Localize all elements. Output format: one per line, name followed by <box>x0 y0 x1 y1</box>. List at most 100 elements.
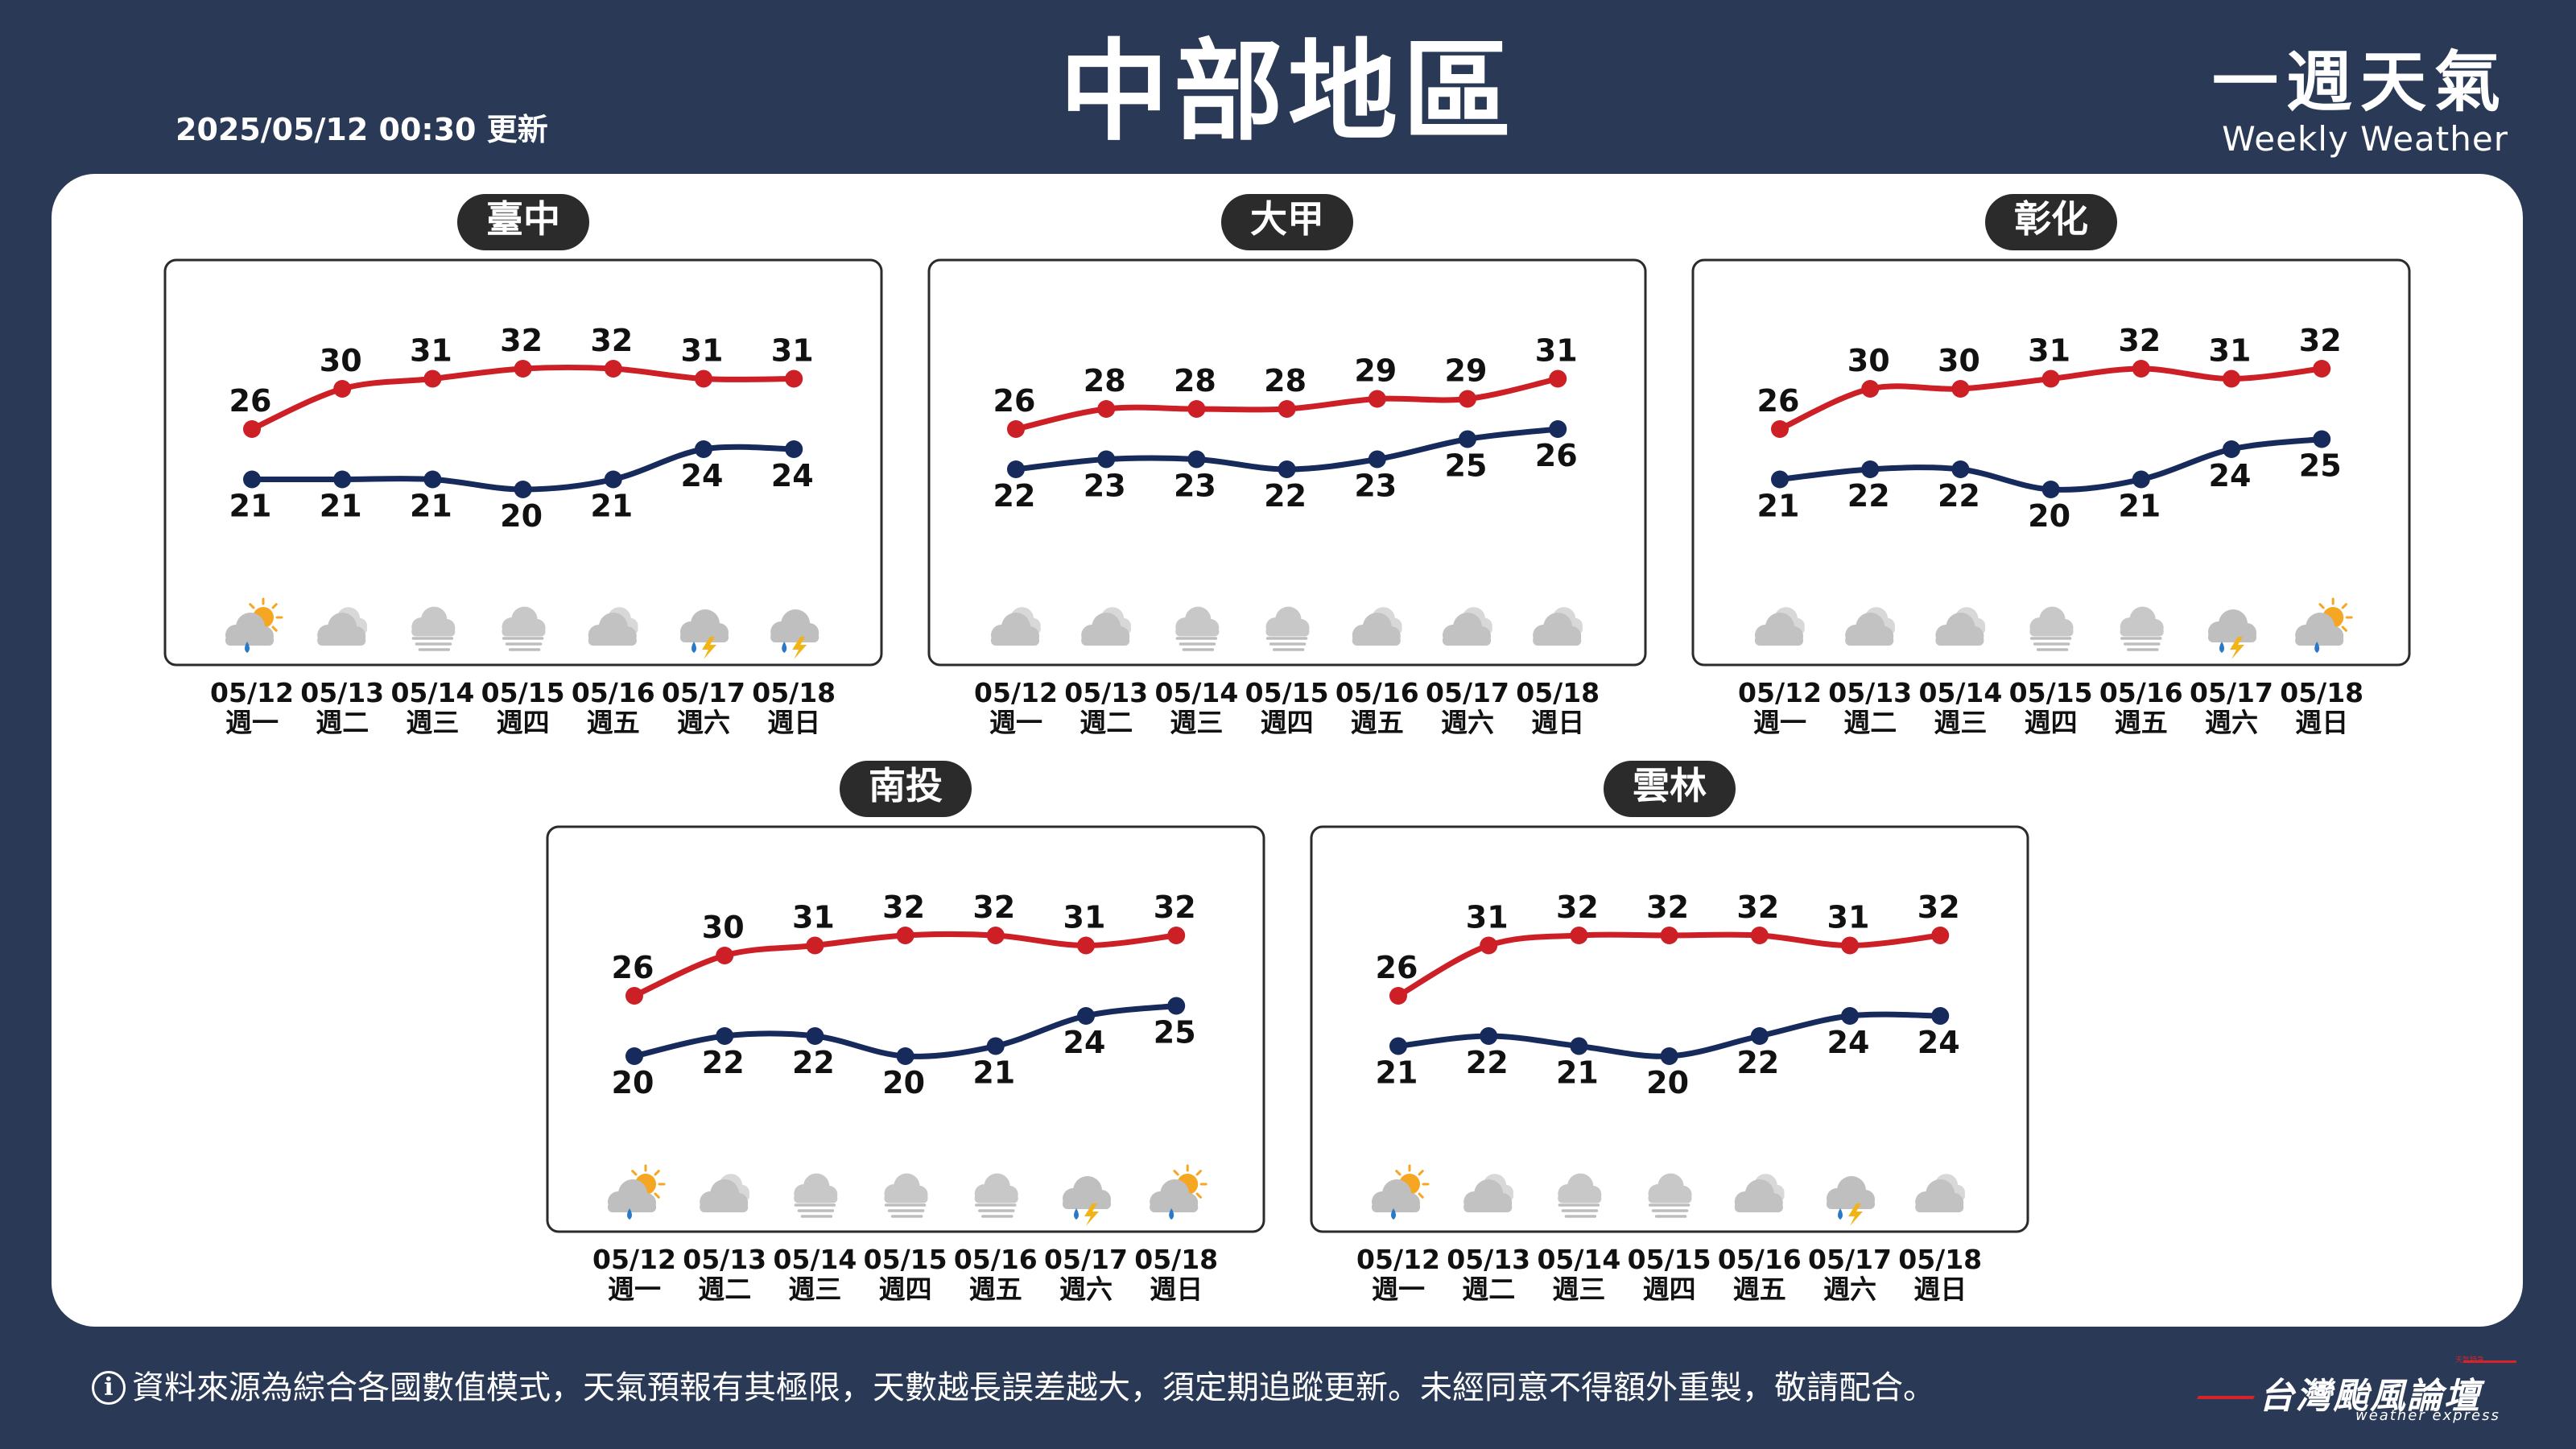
high-temp-point <box>2132 360 2150 378</box>
region-pill <box>457 194 589 250</box>
high-temp-label: 26 <box>1757 383 1800 419</box>
cloud-base <box>1063 1199 1111 1209</box>
logo-stroke <box>2196 1396 2256 1399</box>
high-temp-label: 28 <box>1264 363 1307 398</box>
date-label: 05/17 <box>1808 1244 1892 1275</box>
weekday-label: 週六 <box>677 707 730 738</box>
high-temp-label: 26 <box>1376 950 1418 985</box>
lightning-icon <box>1848 1203 1863 1226</box>
fog-icon <box>1558 1173 1602 1218</box>
high-temp-label: 26 <box>612 950 654 985</box>
sun-ray <box>271 603 278 609</box>
low-temp-label: 21 <box>2118 489 2161 524</box>
thunderstorm-icon <box>2208 609 2256 659</box>
region-pill <box>1985 194 2117 250</box>
low-temp-label: 23 <box>1354 469 1397 504</box>
date-label: 05/13 <box>300 677 384 708</box>
low-temp-label: 23 <box>1174 469 1216 504</box>
high-temp-point <box>1951 380 1970 398</box>
low-temp-point <box>716 1027 734 1045</box>
low-temp-label: 21 <box>1376 1055 1418 1091</box>
cloud-icon <box>1734 1179 1783 1212</box>
cloud-base <box>2029 626 2074 637</box>
low-temp-label: 24 <box>2209 458 2252 493</box>
logo-stroke <box>2463 1360 2516 1363</box>
cloud-icon <box>2295 613 2344 646</box>
logo-tag: 天氣特急 <box>2455 1356 2485 1364</box>
low-temp-label: 20 <box>1646 1065 1689 1100</box>
cloudy-icon <box>1081 607 1131 646</box>
cloudy-icon <box>317 607 367 646</box>
weekday-label: 週二 <box>1843 707 1897 738</box>
region-title: 臺中 <box>486 197 560 241</box>
high-temp-label: 31 <box>2028 333 2070 369</box>
cloud-base <box>2295 635 2344 646</box>
fog-icon <box>884 1173 928 1218</box>
cloudy-icon <box>1915 1174 1965 1212</box>
high-temp-label: 30 <box>1847 343 1890 378</box>
cloudy-icon <box>1734 1174 1785 1212</box>
cloud-icon <box>1558 1173 1602 1203</box>
cloud-icon <box>608 1179 656 1212</box>
high-temp-label: 32 <box>2118 323 2161 358</box>
sun-ray <box>654 1170 660 1176</box>
cloud-base <box>1558 1193 1602 1203</box>
raindrop-icon <box>2314 642 2320 653</box>
region-pill <box>1221 194 1353 250</box>
low-temp-label: 20 <box>500 498 543 534</box>
low-temp-label: 22 <box>1466 1045 1509 1080</box>
date-label: 05/16 <box>2099 677 2183 708</box>
high-temp-point <box>333 380 352 398</box>
thunderstorm-icon <box>1063 1176 1111 1226</box>
cloud-icon <box>2120 606 2164 637</box>
date-label: 05/15 <box>481 677 565 708</box>
date-label: 05/18 <box>1516 677 1600 708</box>
high-temp-label: 32 <box>1154 890 1196 925</box>
weekday-label: 週六 <box>1441 707 1494 738</box>
weekday-label: 週六 <box>1823 1274 1876 1305</box>
cloud-base <box>2208 632 2256 642</box>
low-temp-label: 25 <box>1154 1015 1196 1051</box>
date-label: 05/18 <box>2280 677 2363 708</box>
low-temp-point <box>1841 1007 1859 1025</box>
region-title: 彰化 <box>2014 197 2088 241</box>
weekday-label: 週四 <box>497 707 550 738</box>
high-temp-label: 31 <box>410 333 452 369</box>
date-label: 05/18 <box>1134 1244 1218 1275</box>
weekday-label: 週三 <box>1170 707 1223 738</box>
brand-title-zh: 一週天氣 <box>2211 44 2508 121</box>
high-temp-label: 31 <box>792 900 835 935</box>
cloud-icon <box>1935 613 1984 646</box>
low-temp-point <box>604 470 622 489</box>
low-temp-point <box>896 1047 914 1065</box>
high-temp-point <box>1771 420 1789 438</box>
date-label: 05/16 <box>954 1244 1038 1275</box>
cloud-icon <box>1352 613 1401 646</box>
cloud-base <box>225 635 274 646</box>
high-temp-label: 31 <box>1063 900 1106 935</box>
high-temp-point <box>243 420 261 438</box>
date-label: 05/17 <box>662 677 745 708</box>
high-temp-point <box>1368 390 1386 408</box>
date-label: 05/12 <box>974 677 1058 708</box>
cloud-icon <box>1063 1176 1111 1209</box>
logo-name: 台灣颱風論壇 <box>2259 1376 2481 1417</box>
high-temp-point <box>423 369 442 388</box>
cloud-icon <box>770 609 819 642</box>
weekday-label: 週三 <box>1934 707 1987 738</box>
cloud-base <box>1463 1202 1513 1212</box>
high-temp-label: 32 <box>972 890 1015 925</box>
lightning-icon <box>702 637 716 659</box>
region-title: 南投 <box>869 764 943 807</box>
date-label: 05/15 <box>864 1244 947 1275</box>
sun-ray <box>1195 1192 1202 1199</box>
raindrop-icon <box>1391 1208 1396 1220</box>
low-temp-label: 24 <box>1918 1025 1960 1060</box>
weekday-label: 週日 <box>1150 1274 1203 1305</box>
cloud-base <box>1915 1202 1964 1212</box>
cloud-icon <box>974 1173 1018 1203</box>
info-icon: i <box>92 1371 126 1405</box>
fog-icon <box>2120 606 2164 651</box>
low-temp-label: 24 <box>771 458 814 493</box>
